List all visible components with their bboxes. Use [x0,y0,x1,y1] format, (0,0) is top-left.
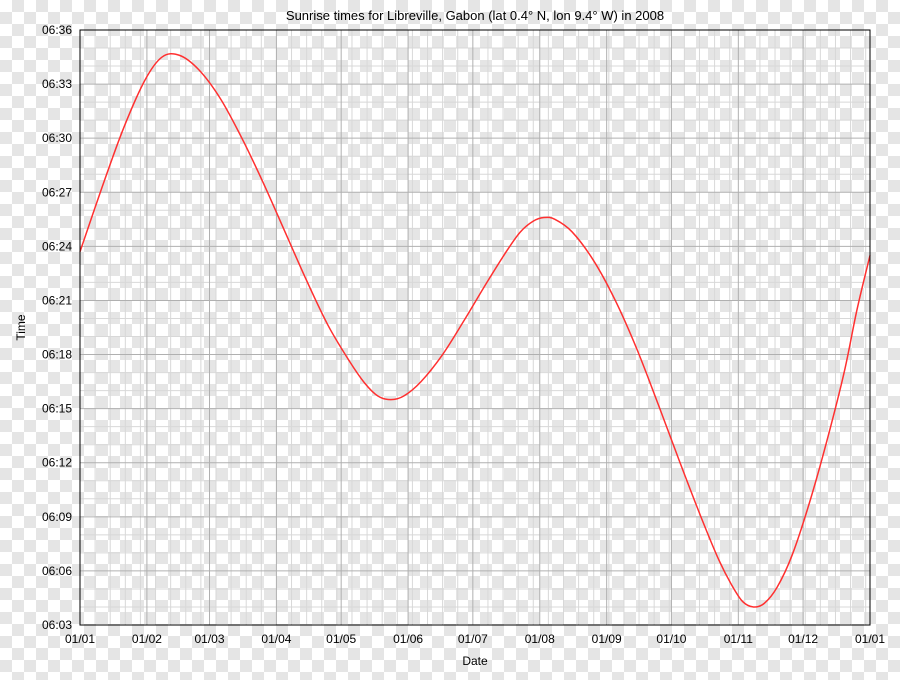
y-tick-label: 06:09 [42,510,72,524]
series-sunrise [80,54,870,607]
x-tick-label: 01/01 [855,632,885,646]
x-tick-label: 01/04 [261,632,291,646]
y-tick-label: 06:21 [42,293,72,307]
y-tick-label: 06:15 [42,402,72,416]
plot-border [80,30,870,625]
x-tick-label: 01/02 [132,632,162,646]
x-tick-label: 01/08 [525,632,555,646]
y-tick-label: 06:33 [42,77,72,91]
x-tick-label: 01/06 [393,632,423,646]
grid-minor [80,30,870,625]
y-tick-label: 06:12 [42,456,72,470]
x-tick-label: 01/01 [65,632,95,646]
x-tick-label: 01/07 [458,632,488,646]
y-tick-label: 06:06 [42,564,72,578]
y-axis-label: Time [14,314,28,341]
y-tick-label: 06:18 [42,348,72,362]
x-axis-label: Date [462,654,488,668]
y-tick-label: 06:27 [42,185,72,199]
x-tick-label: 01/05 [326,632,356,646]
x-tick-label: 01/12 [788,632,818,646]
y-tick-label: 06:36 [42,23,72,37]
x-tick-label: 01/10 [656,632,686,646]
x-tick-label: 01/11 [724,632,753,646]
chart-container: Sunrise times for Libreville, Gabon (lat… [0,0,900,680]
chart-title: Sunrise times for Libreville, Gabon (lat… [286,8,664,23]
x-tick-label: 01/09 [592,632,622,646]
x-tick-label: 01/03 [194,632,224,646]
y-tick-label: 06:03 [42,618,72,632]
grid-major [80,30,870,625]
y-tick-label: 06:24 [42,239,72,253]
y-axis-ticks: 06:03 06:06 06:09 06:12 06:15 06:18 06:21 06:24… [42,23,72,632]
y-tick-label: 06:30 [42,131,72,145]
x-axis-ticks: 01/01 01/02 01/03 01/04 01/05 01/06 01/07 01/08… [65,632,885,646]
chart-svg: Sunrise times for Libreville, Gabon (lat… [0,0,900,680]
